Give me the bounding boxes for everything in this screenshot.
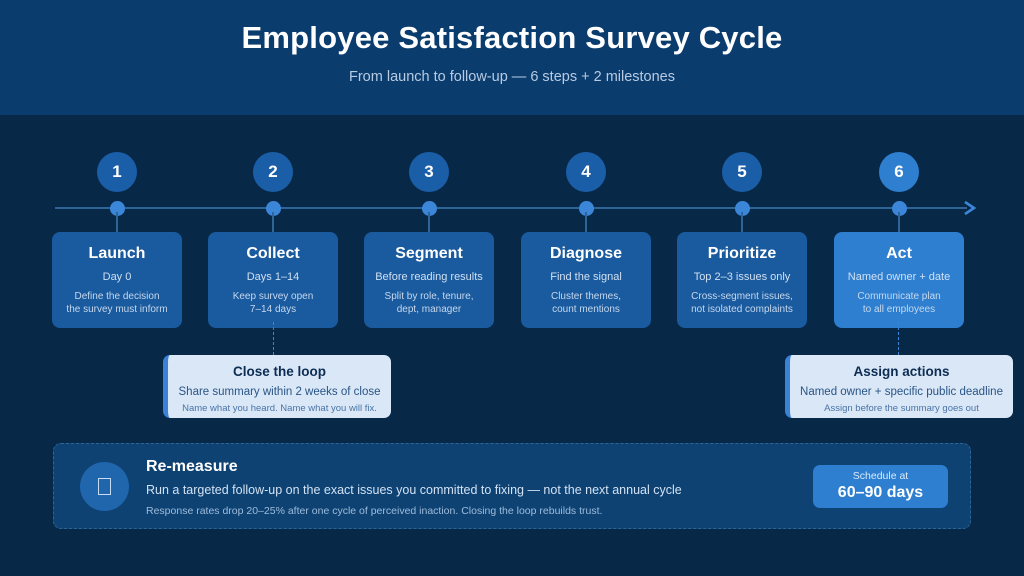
step-card[interactable]: Diagnose Find the signal Cluster themes, co… bbox=[521, 232, 651, 328]
step-title: Diagnose bbox=[549, 245, 622, 262]
step-number-badge: 1 bbox=[97, 152, 137, 192]
step-detail: Split by role, tenure, dept, manager bbox=[371, 290, 487, 316]
step-card[interactable]: Collect Days 1–14 Keep survey open 7–14 day… bbox=[208, 232, 338, 328]
step-stem bbox=[898, 212, 900, 236]
step-detail-line: Cross-segment issues, bbox=[691, 291, 793, 302]
timeline-dot bbox=[891, 201, 907, 216]
step-detail-line: Communicate plan bbox=[857, 291, 941, 302]
timeline-axis bbox=[55, 207, 967, 209]
step-title: Act bbox=[886, 245, 912, 262]
step-subtitle: Days 1–14 bbox=[246, 271, 300, 283]
milestone-subtitle: Share summary within 2 weeks of close bbox=[178, 386, 381, 398]
schedule-badge-label: Schedule at bbox=[852, 470, 909, 482]
milestone-connector bbox=[898, 322, 899, 355]
timeline-step-diagnose[interactable]: 4 Diagnose Find the signal Cluster themes, c… bbox=[521, 152, 651, 328]
step-detail-line: Cluster themes, bbox=[550, 291, 622, 302]
remeasure-note: Response rates drop 20–25% after one cyc… bbox=[146, 505, 603, 517]
step-title: Collect bbox=[246, 245, 300, 262]
step-detail-line: not isolated complaints bbox=[691, 304, 793, 315]
step-card[interactable]: Act Named owner + date Communicate plan to … bbox=[834, 232, 964, 328]
timeline-step-segment[interactable]: 3 Segment Before reading results Split by r… bbox=[364, 152, 494, 328]
step-detail: Define the decision the survey must infor… bbox=[59, 290, 175, 316]
milestone-card[interactable]: Close the loop Share summary within 2 wee… bbox=[163, 355, 391, 418]
step-stem bbox=[428, 212, 430, 236]
step-detail-line: Keep survey open bbox=[232, 291, 314, 302]
step-subtitle: Top 2–3 issues only bbox=[693, 271, 791, 283]
milestone-note: Name what you heard. Name what you will … bbox=[182, 403, 377, 414]
schedule-badge: Schedule at 60–90 days bbox=[813, 465, 948, 508]
milestone-title: Close the loop bbox=[232, 364, 326, 379]
header-band: Employee Satisfaction Survey Cycle From … bbox=[0, 0, 1024, 115]
step-subtitle: Before reading results bbox=[375, 271, 483, 283]
timeline-dot bbox=[421, 201, 437, 216]
step-detail: Keep survey open 7–14 days bbox=[215, 290, 331, 316]
timeline-step-collect[interactable]: 2 Collect Days 1–14 Keep survey open 7–14 da… bbox=[208, 152, 338, 328]
milestone-card[interactable]: Assign actions Named owner + specific pub… bbox=[785, 355, 1013, 418]
timeline-step-launch[interactable]: 1 Launch Day 0 Define the decision the surve… bbox=[52, 152, 182, 328]
step-detail: Cross-segment issues, not isolated compla… bbox=[684, 290, 800, 316]
missing-glyph-box bbox=[98, 478, 111, 495]
timeline-step-prioritize[interactable]: 5 Prioritize Top 2–3 issues only Cross-segm… bbox=[677, 152, 807, 328]
step-title: Prioritize bbox=[707, 245, 777, 262]
step-card[interactable]: Launch Day 0 Define the decision the survey… bbox=[52, 232, 182, 328]
step-subtitle: Day 0 bbox=[102, 271, 132, 283]
timeline-dot bbox=[734, 201, 750, 216]
timeline-dot bbox=[109, 201, 125, 216]
step-detail-line: 7–14 days bbox=[249, 304, 297, 315]
milestone-note: Assign before the summary goes out bbox=[824, 403, 979, 414]
step-stem bbox=[272, 212, 274, 236]
step-subtitle: Find the signal bbox=[550, 271, 622, 283]
timeline-dot bbox=[265, 201, 281, 216]
timeline-step-act[interactable]: 6 Act Named owner + date Communicate plan to… bbox=[834, 152, 964, 328]
step-number-badge: 5 bbox=[722, 152, 762, 192]
page-title: Employee Satisfaction Survey Cycle bbox=[241, 20, 783, 55]
step-card[interactable]: Segment Before reading results Split by ro… bbox=[364, 232, 494, 328]
page-subtitle: From launch to follow-up — 6 steps + 2 m… bbox=[349, 69, 675, 85]
step-number-badge: 4 bbox=[566, 152, 606, 192]
step-number-badge: 6 bbox=[879, 152, 919, 192]
timeline-dot bbox=[578, 201, 594, 216]
step-detail-line: the survey must inform bbox=[66, 304, 168, 315]
milestone-subtitle: Named owner + specific public deadline bbox=[800, 386, 1003, 398]
remeasure-body: Re-measure Run a targeted follow-up on t… bbox=[146, 458, 806, 517]
remeasure-title: Re-measure bbox=[146, 458, 238, 475]
step-title: Segment bbox=[395, 245, 463, 262]
remeasure-description: Run a targeted follow-up on the exact is… bbox=[146, 483, 682, 497]
step-stem bbox=[116, 212, 118, 236]
step-number-badge: 3 bbox=[409, 152, 449, 192]
chart-tofu-icon bbox=[80, 462, 129, 511]
remeasure-panel: Re-measure Run a targeted follow-up on t… bbox=[53, 443, 971, 529]
step-card[interactable]: Prioritize Top 2–3 issues only Cross-segme… bbox=[677, 232, 807, 328]
step-detail: Cluster themes, count mentions bbox=[528, 290, 644, 316]
step-detail-line: dept, manager bbox=[396, 304, 462, 315]
step-detail-line: count mentions bbox=[552, 304, 620, 315]
step-detail-line: to all employees bbox=[862, 304, 936, 315]
step-detail-line: Define the decision bbox=[74, 291, 160, 302]
step-number-badge: 2 bbox=[253, 152, 293, 192]
arrow-right-icon bbox=[964, 200, 977, 216]
schedule-badge-value: 60–90 days bbox=[837, 484, 924, 501]
step-stem bbox=[585, 212, 587, 236]
step-detail-line: Split by role, tenure, bbox=[384, 291, 474, 302]
step-subtitle: Named owner + date bbox=[847, 271, 951, 283]
step-detail: Communicate plan to all employees bbox=[841, 290, 957, 316]
milestone-title: Assign actions bbox=[853, 364, 950, 379]
milestone-connector bbox=[273, 322, 274, 355]
step-title: Launch bbox=[88, 245, 146, 262]
step-stem bbox=[741, 212, 743, 236]
